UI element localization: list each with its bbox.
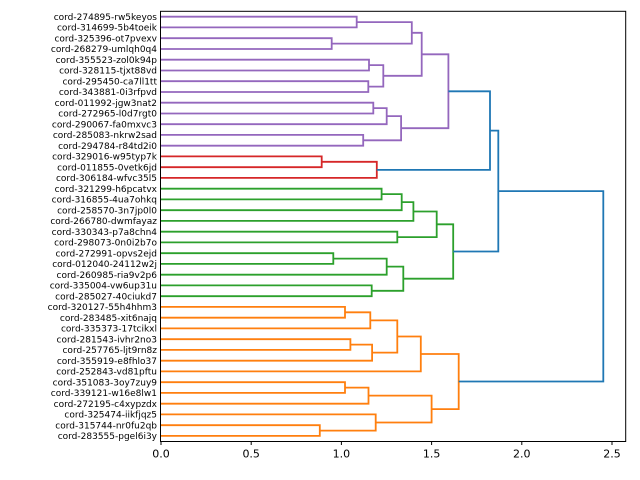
cluster-link-orange [370,319,399,354]
leaf-label: cord-330343-p7a8chn4 [52,228,158,238]
cluster-link-orange [368,394,433,424]
cluster-link-orange [161,381,346,394]
x-tick-label: 0.0 [152,448,170,461]
cluster-link-purple [161,15,358,29]
x-axis: 0.0 0.5 1.0 1.5 2.0 2.5 [152,441,621,461]
cluster-link-purple [401,53,450,130]
cluster-link-purple [161,101,375,115]
x-tick-label: 1.5 [423,448,441,461]
leaf-label: cord-339121-w16e8lw1 [51,389,157,399]
cluster-link-purple [383,31,423,77]
cluster-link-purple [363,115,402,142]
cluster-link-red [161,160,378,179]
leaf-label: cord-351083-3oy7zuy9 [53,378,158,388]
cluster-link-orange [420,353,460,410]
cluster-link-blue [376,90,491,171]
leaf-label: cord-272991-opvs2ejd [56,249,157,259]
cluster-link-blue [453,129,500,253]
cluster-link-orange [161,413,377,432]
cluster-link-orange [161,424,321,437]
leaf-label: cord-321299-h6pcatvx [55,185,158,195]
leaf-label: cord-355919-e8fhlo37 [57,357,157,367]
cluster-link-green [161,230,399,244]
cluster-link-orange [161,343,373,362]
leaf-label: cord-011855-0vetk6jd [57,163,157,173]
leaf-label: cord-306184-wfvc35l5 [56,174,157,184]
cluster-link-orange [161,311,372,330]
leaf-label: cord-281543-ivhr2no3 [57,335,157,345]
leaf-label: cord-012040-24112w2j [52,260,157,270]
leaf-label: cord-315744-nr0fu2qb [55,421,157,431]
leaf-label: cord-298073-0n0i2b7o [54,239,157,249]
leaf-label: cord-316855-4ua7ohkq [52,196,157,206]
dendrogram-links [161,15,605,437]
leaf-label: cord-283485-xit6najq [60,314,157,324]
cluster-link-green [397,210,438,238]
cluster-link-purple [161,58,370,72]
cluster-link-green [161,201,415,222]
cluster-link-purple [161,107,388,126]
x-tick-label: 1.0 [333,448,351,461]
cluster-link-purple [161,37,333,50]
leaf-label: cord-274895-rw5keyos [54,13,158,23]
cluster-link-green [161,193,403,212]
cluster-link-blue [458,190,605,383]
leaf-label: cord-325474-iikfjqz5 [64,411,157,421]
leaf-label: cord-258570-3n7jp0l0 [57,206,157,216]
axes-frame [160,10,627,443]
x-tick-label: 0.5 [242,448,260,461]
cluster-link-green [161,284,373,298]
leaf-label: cord-268279-umlqh0q4 [51,45,157,55]
cluster-link-purple [368,64,385,88]
leaf-label: cord-272195-c4xypzdx [54,400,158,410]
cluster-link-orange [161,386,370,405]
leaf-label: cord-011992-jgw3nat2 [55,99,157,109]
leaf-label: cord-343881-0i3rfpvd [59,88,157,98]
leaf-label: cord-272965-l0d7rgt0 [58,110,157,120]
cluster-link-green [161,187,383,201]
leaf-label: cord-314699-5b4toeik [57,24,158,34]
leaf-label: cord-335373-17tcikxl [61,325,157,335]
x-tick-label: 2.5 [603,448,621,461]
leaf-label: cord-355523-zol0k94p [56,56,158,66]
leaf-label: cord-266780-dwmfayaz [50,217,157,227]
leaf-label: cord-335004-vw6up31u [50,282,157,292]
cluster-link-green [403,223,455,280]
leaf-label: cord-285083-nkrw2sad [53,131,157,141]
leaf-label: cord-320127-55h4hhm3 [48,303,157,313]
leaf-label: cord-290067-fa0mxvc3 [52,120,157,130]
cluster-link-orange [161,306,346,319]
cluster-link-green [161,252,335,265]
leaf-label: cord-257765-ljt9rn8z [62,346,157,356]
cluster-link-purple [161,80,370,93]
cluster-link-red [161,155,323,169]
cluster-link-green [161,257,388,276]
leaf-labels: cord-274895-rw5keyoscord-314699-5b4toeik… [48,13,158,442]
leaf-label: cord-329016-w95typ7k [52,153,158,163]
x-tick-label: 2.0 [513,448,531,461]
cluster-link-purple [161,134,365,147]
leaf-label: cord-260985-ria9v2p6 [57,271,158,281]
leaf-label: cord-252843-vd81pftu [56,368,157,378]
leaf-label: cord-328115-tjxt88vd [59,67,157,77]
leaf-label: cord-283555-pgel6i3y [58,432,158,442]
cluster-link-purple [331,21,413,45]
cluster-link-orange [161,335,422,373]
cluster-link-orange [161,338,352,351]
leaf-label: cord-285027-40ciukd7 [55,292,157,302]
leaf-label: cord-295450-ca7ll1tt [62,77,157,87]
leaf-label: cord-294784-r84td2i0 [58,142,157,152]
leaf-label: cord-325396-ot7pvexv [54,34,157,44]
